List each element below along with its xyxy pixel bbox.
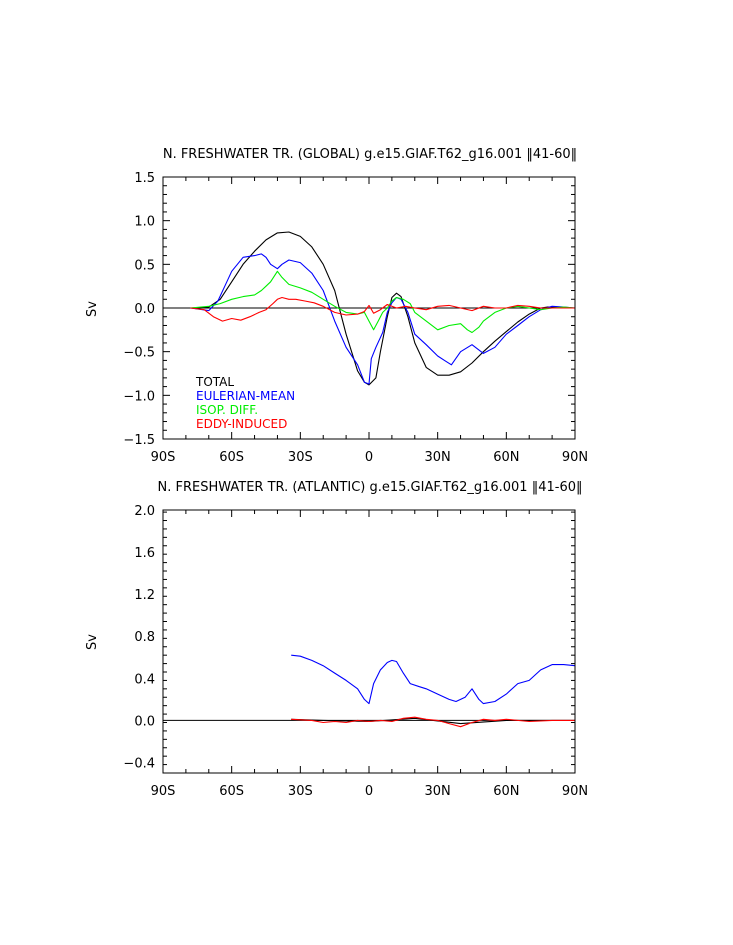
atlantic-x-tick-label: 0 <box>365 784 373 799</box>
atlantic-y-tick-label: 0.0 <box>134 714 155 729</box>
atlantic-chart-title: N. FRESHWATER TR. (ATLANTIC) g.e15.GIAF.… <box>158 480 583 495</box>
global-legend: TOTAL EULERIAN-MEAN ISOP. DIFF. EDDY-IND… <box>195 375 295 431</box>
global-series-group <box>190 231 576 386</box>
atlantic-series-group <box>291 654 576 728</box>
global-y-tick-label: −1.5 <box>123 433 155 448</box>
atlantic-y-tick-label: 0.8 <box>134 630 155 645</box>
atlantic-x-tick-label: 90S <box>151 784 176 799</box>
atlantic-x-tick-label: 60S <box>219 784 244 799</box>
atlantic-y-tick-label: −0.4 <box>123 756 155 771</box>
atlantic-series-total <box>291 717 575 725</box>
atlantic-x-tick-label: 90N <box>562 784 588 799</box>
global-x-tick-label: 60N <box>493 450 519 465</box>
atlantic-x-tick-labels: 90S 60S 30S 0 30N 60N 90N <box>151 784 589 799</box>
legend-eulerian-mean: EULERIAN-MEAN <box>196 389 295 403</box>
global-x-tick-label: 0 <box>365 450 373 465</box>
atlantic-series-eddy-induced <box>291 716 575 728</box>
global-y-tick-label: 1.0 <box>134 215 155 230</box>
atlantic-series-eulerian-mean <box>291 654 576 705</box>
global-chart-panel: N. FRESHWATER TR. (GLOBAL) g.e15.GIAF.T6… <box>85 147 588 465</box>
atlantic-chart-panel: N. FRESHWATER TR. (ATLANTIC) g.e15.GIAF.… <box>85 480 588 799</box>
global-y-tick-label: 0.5 <box>134 258 155 273</box>
global-y-tick-labels: −1.5 −1.0 −0.5 0.0 0.5 1.0 1.5 <box>123 171 155 448</box>
atlantic-plot-frame <box>162 509 576 774</box>
atlantic-y-tick-labels: −0.4 0.0 0.4 0.8 1.2 1.6 2.0 <box>123 504 155 771</box>
global-x-tick-label: 30S <box>288 450 313 465</box>
global-x-tick-labels: 90S 60S 30S 0 30N 60N 90N <box>151 450 589 465</box>
legend-total: TOTAL <box>195 375 234 389</box>
global-y-axis-label: Sv <box>85 301 100 317</box>
global-plot-frame <box>162 176 576 440</box>
global-chart-title: N. FRESHWATER TR. (GLOBAL) g.e15.GIAF.T6… <box>163 147 577 162</box>
global-y-tick-label: −0.5 <box>123 346 155 361</box>
atlantic-y-tick-label: 0.4 <box>134 672 155 687</box>
atlantic-x-tick-label: 30N <box>425 784 451 799</box>
atlantic-x-tick-label: 60N <box>493 784 519 799</box>
global-series-eulerian-mean <box>190 253 576 385</box>
global-x-tick-label: 90S <box>151 450 176 465</box>
global-series-eddy-induced <box>190 296 575 322</box>
legend-eddy-induced: EDDY-INDUCED <box>196 417 287 431</box>
global-y-tick-label: 0.0 <box>134 302 155 317</box>
global-y-tick-label: 1.5 <box>134 171 155 186</box>
global-x-tick-label: 60S <box>219 450 244 465</box>
atlantic-y-tick-label: 1.2 <box>134 588 155 603</box>
global-series-isop-diff <box>190 270 576 334</box>
global-x-tick-label: 30N <box>425 450 451 465</box>
atlantic-y-tick-label: 2.0 <box>134 504 155 519</box>
atlantic-y-tick-label: 1.6 <box>134 546 155 561</box>
atlantic-y-axis-label: Sv <box>85 634 100 650</box>
legend-isop-diff: ISOP. DIFF. <box>196 403 258 417</box>
global-y-tick-label: −1.0 <box>123 389 155 404</box>
global-x-tick-label: 90N <box>562 450 588 465</box>
atlantic-x-tick-label: 30S <box>288 784 313 799</box>
